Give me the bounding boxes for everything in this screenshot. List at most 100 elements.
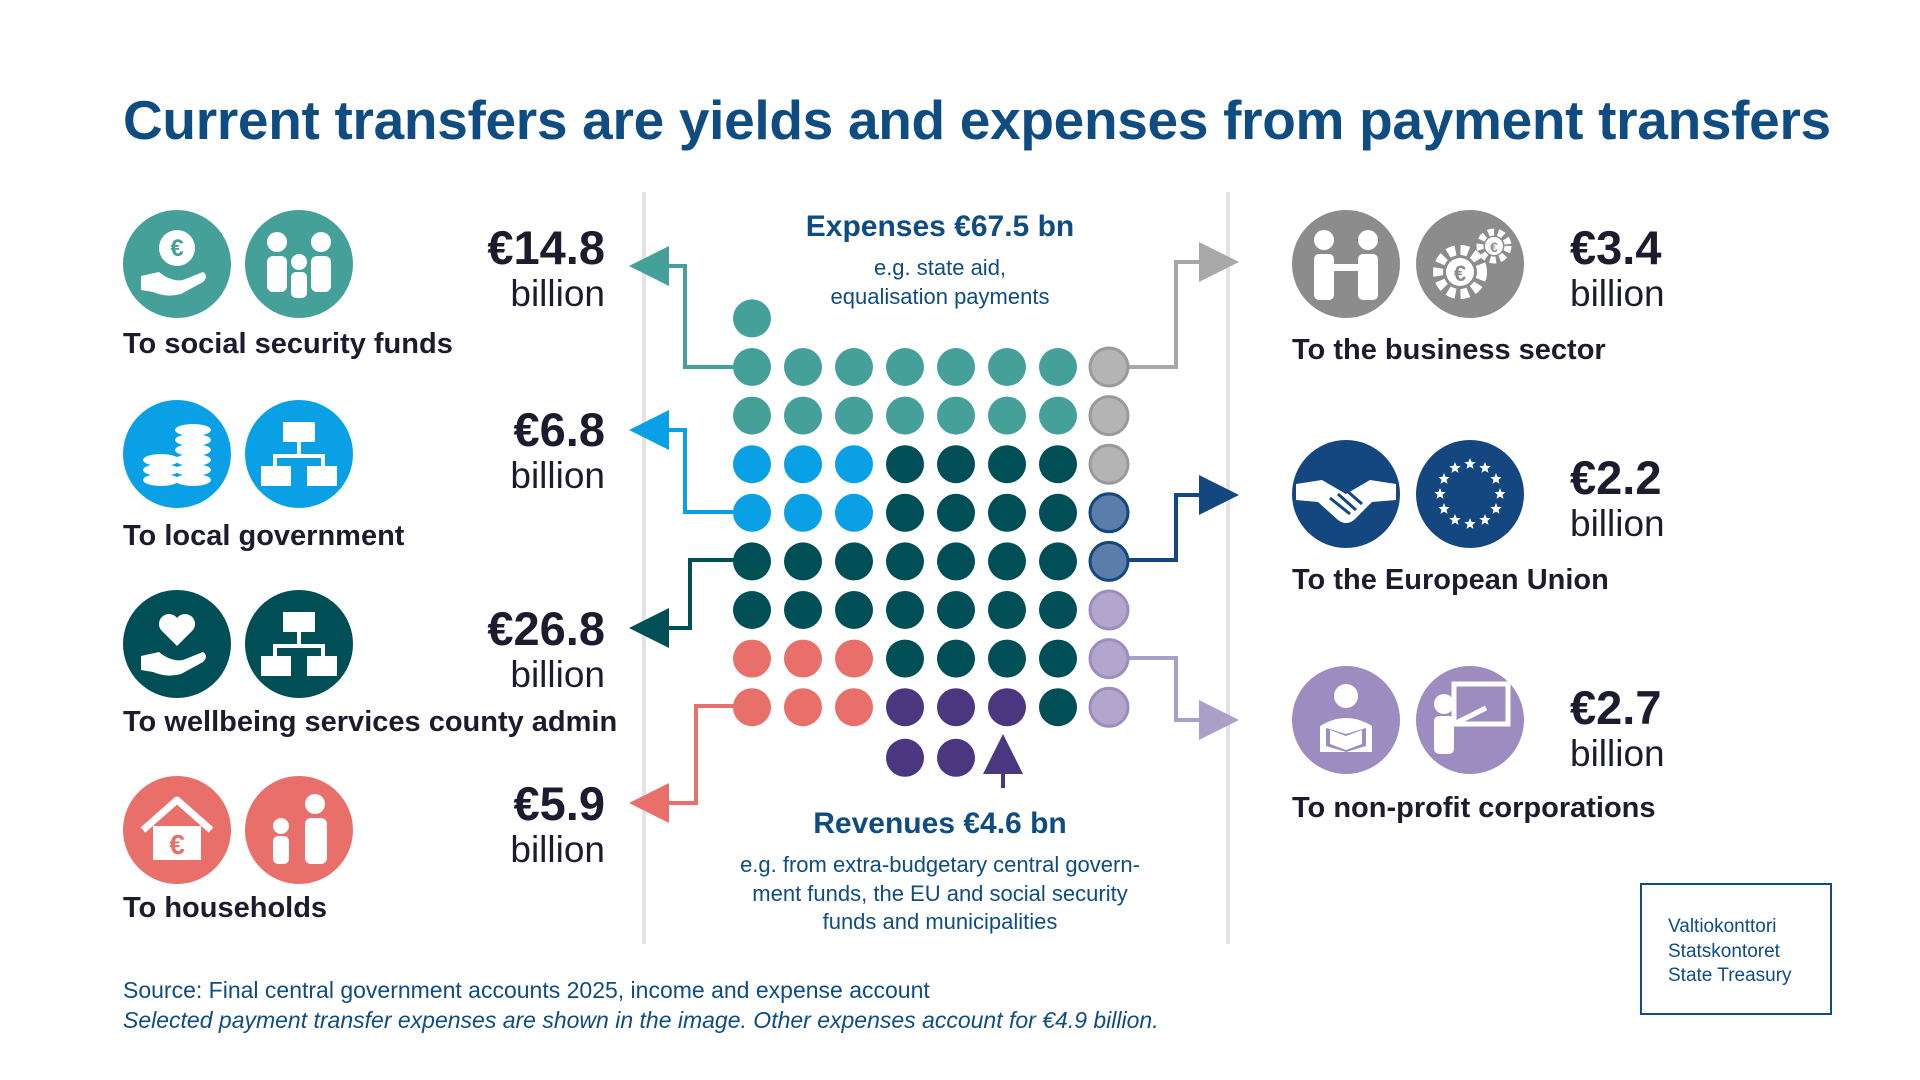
amount-value: €2.7 bbox=[1570, 681, 1662, 734]
dot-wellbeing-23 bbox=[1039, 445, 1077, 484]
arrow-wellbeing bbox=[629, 558, 735, 648]
dot-wellbeing-52 bbox=[886, 639, 924, 678]
handshake-people-icon bbox=[1292, 210, 1400, 318]
svg-text:€: € bbox=[1454, 261, 1466, 286]
label-wellbeing-services: To wellbeing services county admin bbox=[123, 706, 618, 738]
amount-unit: billion bbox=[510, 272, 605, 314]
dot-wellbeing-53 bbox=[937, 639, 975, 678]
amount-european-union: €2.2 billion bbox=[1570, 452, 1750, 544]
amount-value: €26.8 bbox=[487, 602, 605, 655]
label-business-sector: To the business sector bbox=[1292, 334, 1606, 366]
dot-social-9 bbox=[733, 396, 771, 435]
dot-revenue-61 bbox=[937, 688, 975, 727]
svg-text:€: € bbox=[169, 829, 185, 860]
non-profit-icons bbox=[1292, 666, 1524, 774]
dot-households-49 bbox=[733, 639, 771, 678]
divider-right bbox=[1226, 192, 1230, 944]
revenues-subheading-2: ment funds, the EU and social security bbox=[752, 880, 1128, 906]
expenses-subheading-2: equalisation payments bbox=[830, 283, 1050, 309]
dot-households-59 bbox=[835, 688, 873, 727]
dot-wellbeing-36 bbox=[886, 542, 924, 581]
footnote-line: Selected payment transfer expenses are s… bbox=[123, 1006, 1159, 1033]
revenues-subheading-1: e.g. from extra-budgetary central govern… bbox=[740, 852, 1140, 877]
teacher-icon bbox=[1416, 666, 1524, 774]
org-chart-icon bbox=[245, 590, 353, 698]
source-note: Source: Final central government account… bbox=[123, 976, 1159, 1036]
amount-unit: billion bbox=[510, 454, 605, 496]
dot-wellbeing-37 bbox=[937, 542, 975, 581]
eu-star-icon bbox=[1479, 462, 1491, 473]
dot-local-19 bbox=[835, 445, 873, 484]
dot-local-26 bbox=[784, 493, 822, 532]
dot-revenue-60 bbox=[886, 688, 924, 727]
svg-text:€: € bbox=[170, 235, 183, 262]
eu-star-icon bbox=[1490, 503, 1502, 514]
revenues-heading-block: Revenues €4.6 bn e.g. from extra-budgeta… bbox=[670, 807, 1210, 937]
dot-wellbeing-20 bbox=[886, 445, 924, 484]
page-title: Current transfers are yields and expense… bbox=[123, 89, 1831, 151]
dot-nonprofit-64 bbox=[1088, 686, 1130, 728]
dot-nonprofit-56 bbox=[1088, 638, 1130, 680]
social-security-icons: € bbox=[123, 210, 353, 318]
amount-value: €5.9 bbox=[513, 777, 605, 830]
dot-wellbeing-41 bbox=[733, 591, 771, 629]
dot-revenue-62 bbox=[988, 688, 1026, 727]
dot-wellbeing-29 bbox=[937, 493, 975, 532]
dot-wellbeing-43 bbox=[835, 591, 873, 629]
connector-arrows bbox=[629, 242, 1239, 823]
amount-business-sector: €3.4 billion bbox=[1570, 222, 1750, 314]
dot-wellbeing-31 bbox=[1039, 493, 1077, 532]
dot-wellbeing-28 bbox=[886, 493, 924, 532]
dot-social-1 bbox=[733, 348, 771, 386]
divider-left bbox=[642, 192, 646, 944]
dot-wellbeing-30 bbox=[988, 493, 1026, 532]
logo-line-fi: Valtiokonttori bbox=[1668, 916, 1777, 937]
dot-business-8 bbox=[1088, 346, 1130, 388]
state-treasury-logo: Valtiokonttori Statskontoret State Treas… bbox=[1640, 883, 1832, 1015]
dot-households-50 bbox=[784, 639, 822, 678]
revenues-heading: Revenues €4.6 bn bbox=[813, 807, 1067, 840]
logo-line-sv: Statskontoret bbox=[1668, 940, 1780, 962]
dot-social-14 bbox=[988, 396, 1026, 435]
reader-icon bbox=[1292, 666, 1400, 774]
dot-social-2 bbox=[784, 348, 822, 386]
dot-nonprofit-48 bbox=[1088, 589, 1130, 631]
dot-wellbeing-34 bbox=[784, 542, 822, 581]
dot-local-17 bbox=[733, 445, 771, 484]
dot-business-16 bbox=[1088, 395, 1130, 437]
amount-unit: billion bbox=[1570, 272, 1665, 314]
label-households: To households bbox=[123, 892, 328, 924]
label-local-government: To local government bbox=[123, 520, 405, 552]
dot-households-57 bbox=[733, 688, 771, 727]
logo-line-en: State Treasury bbox=[1668, 965, 1792, 987]
dot-social-3 bbox=[835, 348, 873, 386]
dot-wellbeing-21 bbox=[937, 445, 975, 484]
dot-social-4 bbox=[886, 348, 924, 386]
dot-wellbeing-44 bbox=[886, 591, 924, 629]
dot-eu-40 bbox=[1088, 540, 1130, 582]
amount-wellbeing: €26.8 billion bbox=[420, 603, 605, 695]
eu-star-icon bbox=[1464, 458, 1476, 469]
adult-child-icon bbox=[245, 776, 353, 884]
dot-social-6 bbox=[988, 348, 1026, 386]
households-icons: € bbox=[123, 776, 353, 884]
house-euro-icon: € bbox=[123, 776, 231, 884]
dot-wellbeing-47 bbox=[1039, 591, 1077, 629]
dot-wellbeing-22 bbox=[988, 445, 1026, 484]
label-social-security-funds: To social security funds bbox=[123, 328, 453, 360]
org-chart-icon bbox=[245, 400, 353, 508]
dot-social-15 bbox=[1039, 396, 1077, 435]
expenses-subheading-1: e.g. state aid, bbox=[873, 255, 1007, 280]
eu-star-icon bbox=[1449, 462, 1461, 473]
dot-wellbeing-45 bbox=[937, 591, 975, 629]
heart-in-hand-icon bbox=[123, 590, 231, 698]
amount-unit: billion bbox=[510, 828, 605, 870]
dot-revenue-65 bbox=[886, 738, 924, 777]
eu-star-icon bbox=[1464, 518, 1476, 529]
dot-wellbeing-35 bbox=[835, 542, 873, 581]
european-union-icons bbox=[1292, 440, 1524, 548]
arrow-eu bbox=[1126, 475, 1239, 562]
source-line: Source: Final central government account… bbox=[123, 977, 930, 1003]
eu-star-icon bbox=[1438, 473, 1450, 484]
dot-wellbeing-42 bbox=[784, 591, 822, 629]
